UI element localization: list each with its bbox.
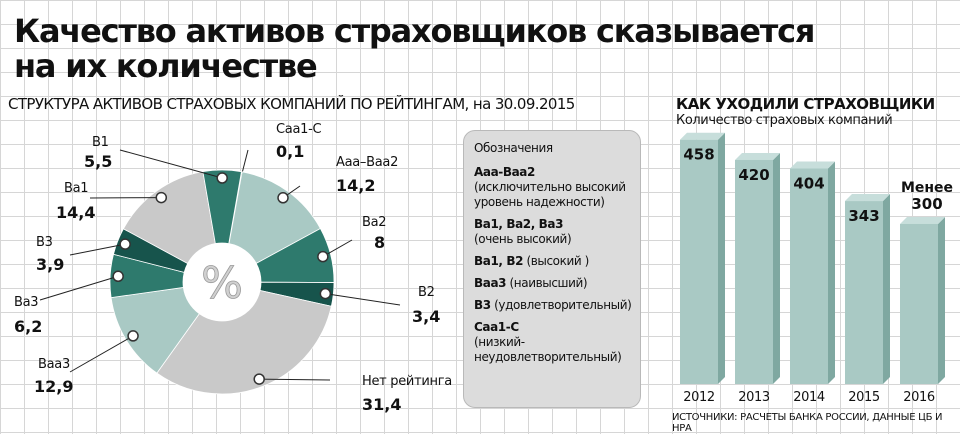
slice-marker [217,173,227,183]
bar-category-label: 2013 [738,390,770,405]
slice-marker [320,289,330,299]
leader-line [325,294,400,305]
slice-value: 0,1 [276,142,304,161]
slice-marker [278,193,288,203]
donut-chart: Caa1-C 0,1 Aaa–Baa2 14,2 Ba2 8 B2 3,4 Нет рейтин… [14,122,452,414]
slice-value: 3,9 [36,255,64,274]
slice-marker [254,374,264,384]
bar-top [900,217,945,224]
slice-label: Нет рейтинга [362,374,452,389]
bar-top [845,194,890,201]
slice-label: Aaa–Baa2 [336,155,398,170]
slice-value: 6,2 [14,317,42,336]
slice-marker [113,271,123,281]
bar-side [718,133,725,384]
bar [735,160,773,384]
bar-side [938,217,945,384]
slice-label: Baa3 [38,357,70,372]
slice-value: 31,4 [362,395,401,414]
bar-category-label: 2012 [683,390,714,405]
slice-marker [128,331,138,341]
bar-value-label: 420 [738,166,769,184]
bar-value-label: Менее [901,180,953,196]
slice-value: 3,4 [412,307,440,326]
bar [680,140,718,384]
slice-label: B2 [418,285,435,300]
bar-category-label: 2016 [903,390,935,405]
leader-line [120,150,222,178]
bar-value-label: 404 [793,175,824,193]
bar-category-label: 2014 [793,390,825,405]
bar-top [735,153,780,160]
bar [790,169,828,384]
slice-label: Caa1-C [276,122,321,137]
donut-center-label: % [201,258,243,309]
slice-label: B1 [92,135,109,150]
bar-category-label: 2015 [848,390,880,405]
bar-top [790,162,835,169]
slice-label: Ba3 [14,295,38,310]
slice-value: 14,2 [336,176,375,195]
bar [900,224,938,384]
slice-marker [156,193,166,203]
slice-label: Ba1 [64,181,88,196]
leader-line [40,276,118,300]
bar [845,201,883,384]
slice-marker [120,239,130,249]
slice-label: B3 [36,235,53,250]
bar-value-label: 300 [911,195,942,213]
bar-side [828,162,835,384]
slice-label: Ba2 [362,215,386,230]
slice-marker [318,252,328,262]
leader-line [70,336,133,372]
bar-value-label: 458 [683,146,714,164]
slice-value: 14,4 [56,203,95,222]
bar-value-label: 343 [848,207,879,225]
slice-value: 5,5 [84,152,112,171]
slice-value: 8 [374,233,385,252]
slice-value: 12,9 [34,377,73,396]
bar-side [773,153,780,384]
bar-side [883,194,890,384]
bar-top [680,133,725,140]
